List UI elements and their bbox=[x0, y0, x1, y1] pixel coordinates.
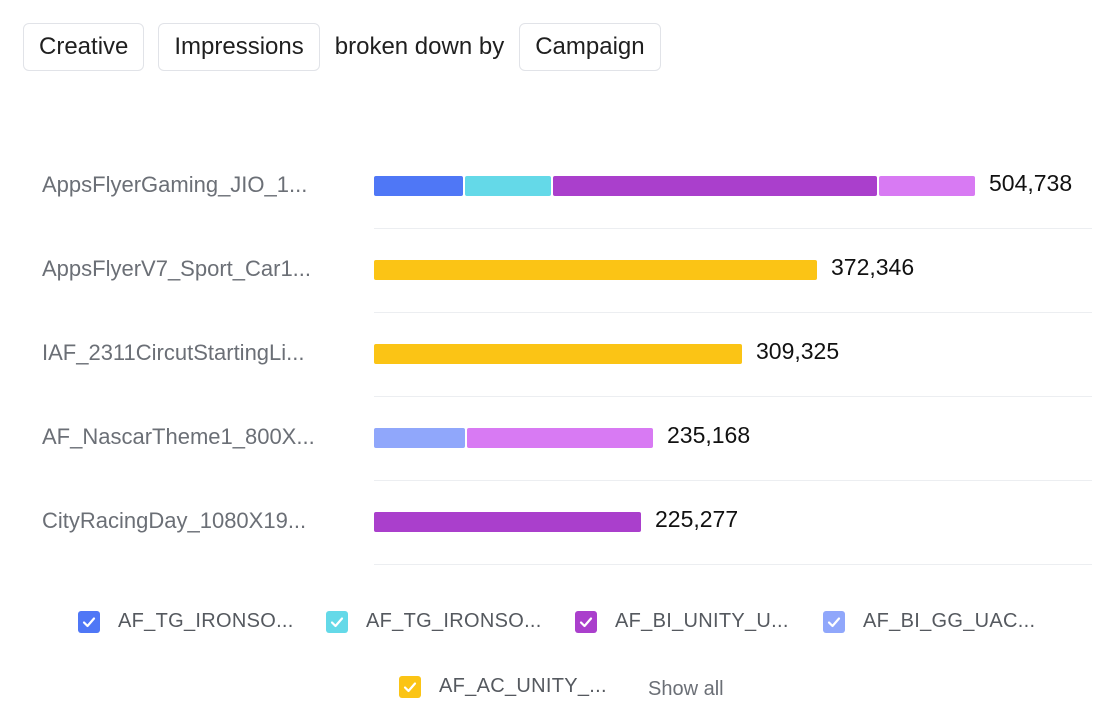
legend-item[interactable]: AF_AC_UNITY_... bbox=[399, 675, 607, 698]
data-label: 309,325 bbox=[756, 338, 840, 364]
bar-segment[interactable] bbox=[467, 428, 653, 448]
bar-segment[interactable] bbox=[374, 260, 817, 280]
bar-track bbox=[374, 344, 1074, 364]
bar-segment[interactable] bbox=[553, 176, 877, 196]
legend-label: AF_TG_IRONSO... bbox=[366, 610, 542, 632]
legend-label: AF_BI_GG_UAC... bbox=[863, 610, 1036, 632]
bar-row: AF_NascarTheme1_800X... 235,168 bbox=[0, 396, 1106, 481]
bar-track bbox=[374, 428, 1074, 448]
checkbox-icon[interactable] bbox=[78, 610, 100, 633]
category-label: AF_NascarTheme1_800X... bbox=[42, 424, 315, 449]
bar-row: IAF_2311CircutStartingLi... 309,325 bbox=[0, 312, 1106, 397]
checkbox-icon[interactable] bbox=[823, 610, 845, 633]
bar-segment[interactable] bbox=[465, 176, 551, 196]
data-label: 372,346 bbox=[831, 254, 915, 280]
legend-item[interactable]: AF_TG_IRONSO... bbox=[78, 610, 294, 633]
data-label: 225,277 bbox=[655, 506, 739, 532]
bar-segment[interactable] bbox=[374, 512, 641, 532]
bar-row: CityRacingDay_1080X19... 225,277 bbox=[0, 480, 1106, 565]
bar-segment[interactable] bbox=[374, 428, 465, 448]
bar-segment[interactable] bbox=[374, 344, 742, 364]
row-divider bbox=[374, 396, 1092, 397]
bar-segment[interactable] bbox=[879, 176, 975, 196]
metric-group-selector[interactable]: Creative bbox=[23, 23, 145, 71]
bar-track bbox=[374, 260, 1074, 280]
legend-item[interactable]: AF_TG_IRONSO... bbox=[326, 610, 542, 633]
bar-row: AppsFlyerV7_Sport_Car1... 372,346 bbox=[0, 228, 1106, 313]
checkbox-icon[interactable] bbox=[575, 610, 597, 633]
row-divider bbox=[374, 480, 1092, 481]
show-all-link[interactable]: Show all bbox=[648, 678, 724, 700]
bar-track bbox=[374, 176, 1074, 196]
query-bar: Creative Impressions broken down by Camp… bbox=[23, 22, 661, 72]
category-label: AppsFlyerV7_Sport_Car1... bbox=[42, 256, 312, 281]
category-label: AppsFlyerGaming_JIO_1... bbox=[42, 172, 308, 197]
row-divider bbox=[374, 312, 1092, 313]
category-label: CityRacingDay_1080X19... bbox=[42, 508, 307, 533]
legend-label: AF_BI_UNITY_U... bbox=[615, 610, 789, 632]
breakdown-selector[interactable]: Campaign bbox=[519, 23, 661, 71]
row-divider bbox=[374, 564, 1092, 565]
checkbox-icon[interactable] bbox=[399, 675, 421, 698]
legend-label: AF_AC_UNITY_... bbox=[439, 675, 607, 697]
data-label: 235,168 bbox=[667, 422, 751, 448]
bar-track bbox=[374, 512, 1074, 532]
row-divider bbox=[374, 228, 1092, 229]
legend-label: AF_TG_IRONSO... bbox=[118, 610, 294, 632]
bar-segment[interactable] bbox=[374, 176, 463, 196]
checkbox-icon[interactable] bbox=[326, 610, 348, 633]
data-label: 504,738 bbox=[989, 170, 1073, 196]
bar-row: AppsFlyerGaming_JIO_1... 504,738 bbox=[0, 144, 1106, 229]
legend-item[interactable]: AF_BI_UNITY_U... bbox=[575, 610, 789, 633]
legend-item[interactable]: AF_BI_GG_UAC... bbox=[823, 610, 1035, 633]
category-label: IAF_2311CircutStartingLi... bbox=[42, 340, 305, 365]
breakdown-connector-text: broken down by bbox=[334, 33, 505, 60]
measure-selector[interactable]: Impressions bbox=[158, 23, 320, 71]
